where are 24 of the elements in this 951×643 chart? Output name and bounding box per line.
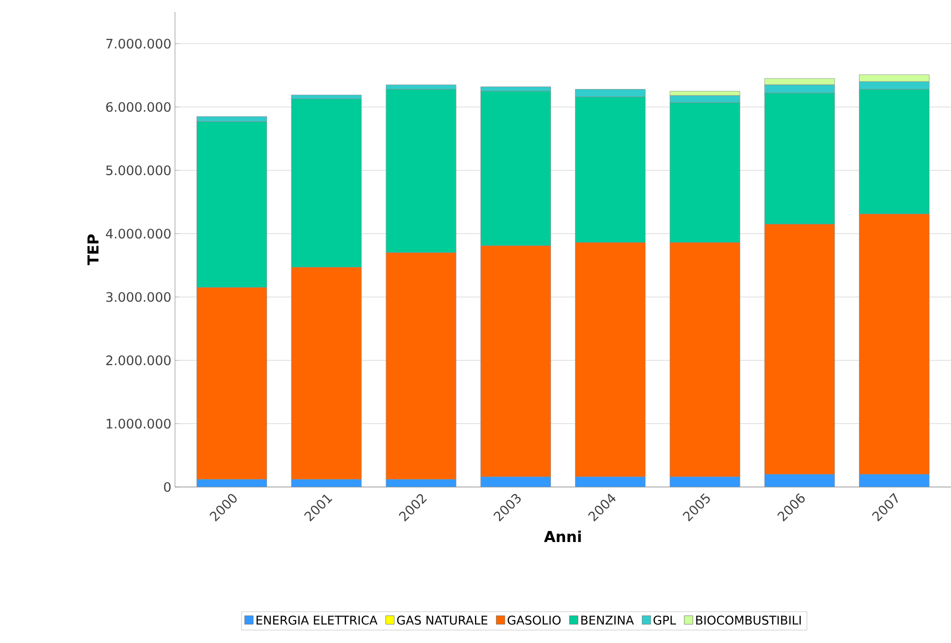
legend-label: GPL (654, 616, 676, 625)
y-axis-title: TEP (88, 234, 98, 266)
bar (859, 474, 930, 487)
y-tick-label: 5.000.000 (106, 165, 171, 176)
bar (480, 476, 551, 487)
legend-label: GAS NATURALE (397, 616, 488, 625)
bar (196, 479, 267, 487)
bar (670, 476, 740, 487)
bar (386, 479, 456, 487)
bar (291, 479, 362, 487)
bar (575, 476, 646, 487)
y-tick-label: 2.000.000 (106, 355, 171, 366)
y-tick-label: 3.000.000 (106, 292, 171, 302)
legend-label: BIOCOMBUSTIBILI (696, 616, 801, 625)
y-tick-label: 1.000.000 (106, 418, 171, 429)
y-tick-label: 4.000.000 (106, 228, 171, 239)
y-tick-label: 0 (164, 482, 171, 492)
legend-label: GASOLIO (508, 616, 561, 625)
x-axis-title: Anni (544, 530, 581, 542)
y-tick-label: 6.000.000 (106, 102, 171, 112)
bar (764, 474, 835, 487)
legend-label: BENZINA (581, 616, 634, 624)
y-tick-label: 7.000.000 (106, 38, 171, 49)
legend-label: ENERGIA ELETTRICA (256, 616, 378, 625)
